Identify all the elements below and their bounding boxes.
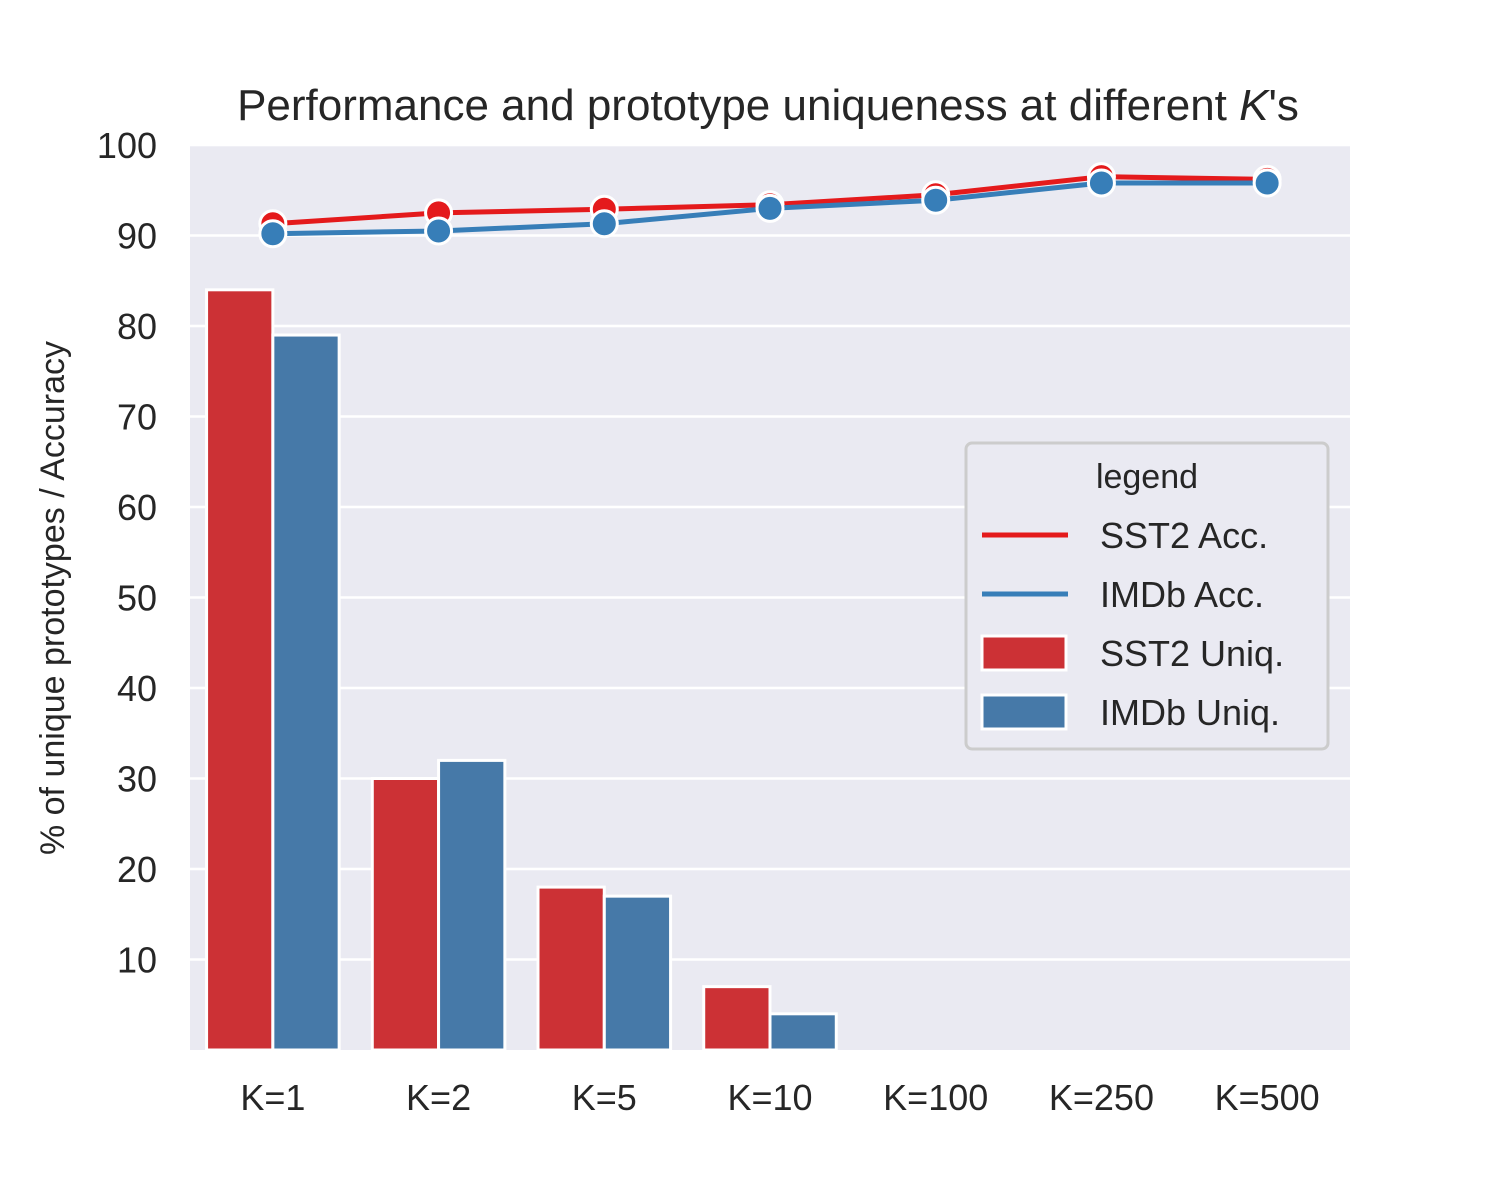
legend-label-sst2-acc: SST2 Acc. <box>1100 515 1268 556</box>
point-imdb-acc-6 <box>1252 168 1282 198</box>
legend-label-imdb-acc: IMDb Acc. <box>1100 574 1264 615</box>
bars <box>205 288 838 1052</box>
x-tick-label: K=2 <box>406 1077 471 1118</box>
y-tick-label: 80 <box>117 306 157 347</box>
x-tick-label: K=500 <box>1215 1077 1320 1118</box>
bar-sst2-uniq-3 <box>702 985 772 1052</box>
legend: legend SST2 Acc. IMDb Acc. SST2 Uniq. IMDb … <box>964 441 1330 751</box>
y-tick-label: 30 <box>117 759 157 800</box>
y-tick-label: 40 <box>117 668 157 709</box>
point-imdb-acc-2 <box>589 209 619 239</box>
x-tick-label: K=250 <box>1049 1077 1154 1118</box>
y-tick-label: 100 <box>97 125 157 166</box>
x-tick-label: K=100 <box>883 1077 988 1118</box>
y-axis-label: % of unique prototypes / Accuracy <box>34 341 72 855</box>
bar-imdb-uniq-3 <box>768 1012 838 1052</box>
accuracy-lines <box>258 162 1282 249</box>
point-imdb-acc-0 <box>258 219 288 249</box>
y-tick-label: 10 <box>117 940 157 981</box>
y-tick-label: 60 <box>117 487 157 528</box>
point-imdb-acc-3 <box>755 193 785 223</box>
x-tick-labels: K=1 K=2 K=5 K=10 K=100 K=250 K=500 <box>240 1077 1319 1118</box>
legend-swatch-sst2-uniq <box>980 634 1068 672</box>
bar-imdb-uniq-2 <box>602 894 673 1052</box>
bar-sst2-uniq-0 <box>205 288 275 1052</box>
y-tick-label: 70 <box>117 397 157 438</box>
bar-imdb-uniq-1 <box>437 758 507 1052</box>
y-tick-label: 20 <box>117 849 157 890</box>
x-tick-label: K=10 <box>727 1077 812 1118</box>
y-tick-label: 90 <box>117 216 157 257</box>
point-imdb-acc-4 <box>921 185 951 215</box>
y-tick-labels: 10 20 30 40 50 60 70 80 90 100 <box>97 125 157 981</box>
chart-title: Performance and prototype uniqueness at … <box>237 81 1299 130</box>
bar-imdb-uniq-0 <box>271 333 341 1052</box>
point-imdb-acc-1 <box>424 216 454 246</box>
legend-label-imdb-uniq: IMDb Uniq. <box>1100 692 1280 733</box>
x-tick-label: K=5 <box>572 1077 637 1118</box>
bar-sst2-uniq-1 <box>370 777 441 1052</box>
bar-sst2-uniq-2 <box>536 885 606 1052</box>
legend-box <box>964 441 1330 751</box>
legend-title: legend <box>1096 458 1198 496</box>
legend-label-sst2-uniq: SST2 Uniq. <box>1100 633 1284 674</box>
legend-swatch-imdb-uniq <box>980 693 1068 731</box>
x-tick-label: K=1 <box>240 1077 305 1118</box>
y-tick-label: 50 <box>117 578 157 619</box>
legend-items: SST2 Acc. IMDb Acc. SST2 Uniq. IMDb Uniq. <box>980 515 1284 733</box>
point-imdb-acc-5 <box>1086 168 1116 198</box>
